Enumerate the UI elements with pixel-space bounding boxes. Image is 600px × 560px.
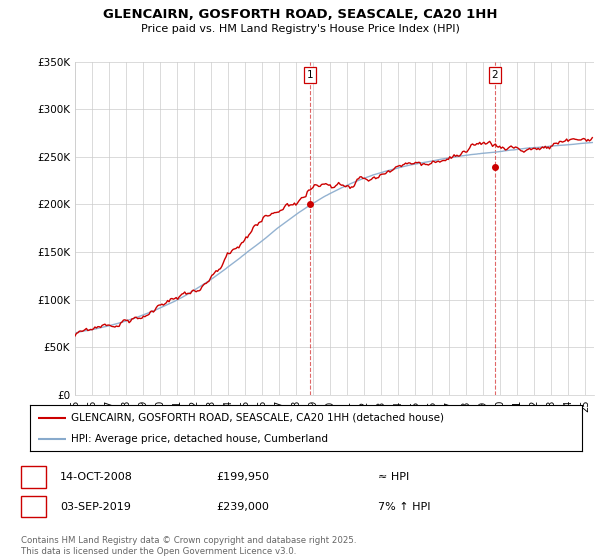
Text: Contains HM Land Registry data © Crown copyright and database right 2025.
This d: Contains HM Land Registry data © Crown c…: [21, 536, 356, 556]
Text: £239,000: £239,000: [216, 502, 269, 512]
Text: HPI: Average price, detached house, Cumberland: HPI: Average price, detached house, Cumb…: [71, 435, 328, 444]
Text: Price paid vs. HM Land Registry's House Price Index (HPI): Price paid vs. HM Land Registry's House …: [140, 24, 460, 34]
Text: 14-OCT-2008: 14-OCT-2008: [60, 472, 133, 482]
Text: 2: 2: [30, 500, 37, 514]
Text: ≈ HPI: ≈ HPI: [378, 472, 409, 482]
Text: 1: 1: [307, 70, 313, 80]
Text: GLENCAIRN, GOSFORTH ROAD, SEASCALE, CA20 1HH (detached house): GLENCAIRN, GOSFORTH ROAD, SEASCALE, CA20…: [71, 413, 445, 423]
Text: GLENCAIRN, GOSFORTH ROAD, SEASCALE, CA20 1HH: GLENCAIRN, GOSFORTH ROAD, SEASCALE, CA20…: [103, 8, 497, 21]
Text: £199,950: £199,950: [216, 472, 269, 482]
Text: 2: 2: [491, 70, 498, 80]
Text: 03-SEP-2019: 03-SEP-2019: [60, 502, 131, 512]
Text: 7% ↑ HPI: 7% ↑ HPI: [378, 502, 431, 512]
Text: 1: 1: [30, 470, 37, 484]
